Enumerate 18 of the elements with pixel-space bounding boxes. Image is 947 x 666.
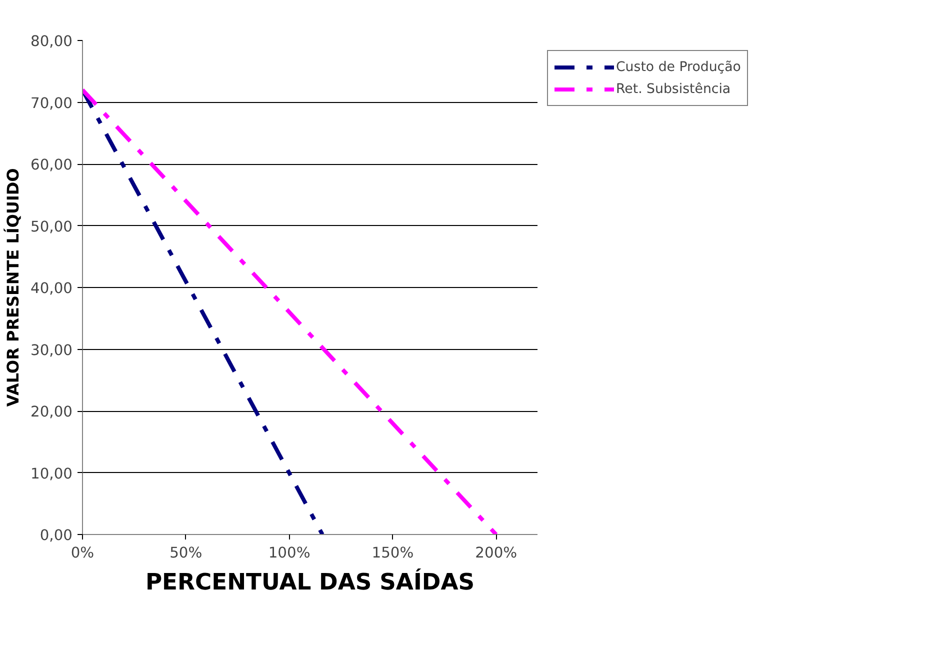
x-tick-label: 200% bbox=[475, 544, 518, 562]
y-tick-label: 50,00 bbox=[30, 218, 73, 236]
x-tick-label: 150% bbox=[372, 544, 414, 562]
x-tick-label: 0% bbox=[70, 544, 94, 562]
y-tick-label: 0,00 bbox=[40, 527, 73, 544]
x-tick-label: 50% bbox=[170, 544, 202, 562]
y-tick-label: 30,00 bbox=[30, 342, 73, 359]
y-tick-label: 70,00 bbox=[30, 94, 73, 112]
y-axis-title: VALOR PRESENTE LÍQUIDO bbox=[4, 168, 23, 407]
legend-label: Custo de Produção bbox=[616, 60, 741, 74]
x-axis-title: PERCENTUAL DAS SAÍDAS bbox=[145, 568, 475, 596]
y-tick-label: 80,00 bbox=[30, 33, 73, 50]
y-tick-label: 20,00 bbox=[30, 404, 73, 420]
x-tick-label: 100% bbox=[268, 544, 310, 562]
y-tick-label: 60,00 bbox=[30, 156, 73, 174]
y-tick-label: 40,00 bbox=[30, 280, 73, 297]
y-tick-label: 10,00 bbox=[30, 465, 73, 482]
legend-label: Ret. Subsistência bbox=[616, 82, 731, 96]
